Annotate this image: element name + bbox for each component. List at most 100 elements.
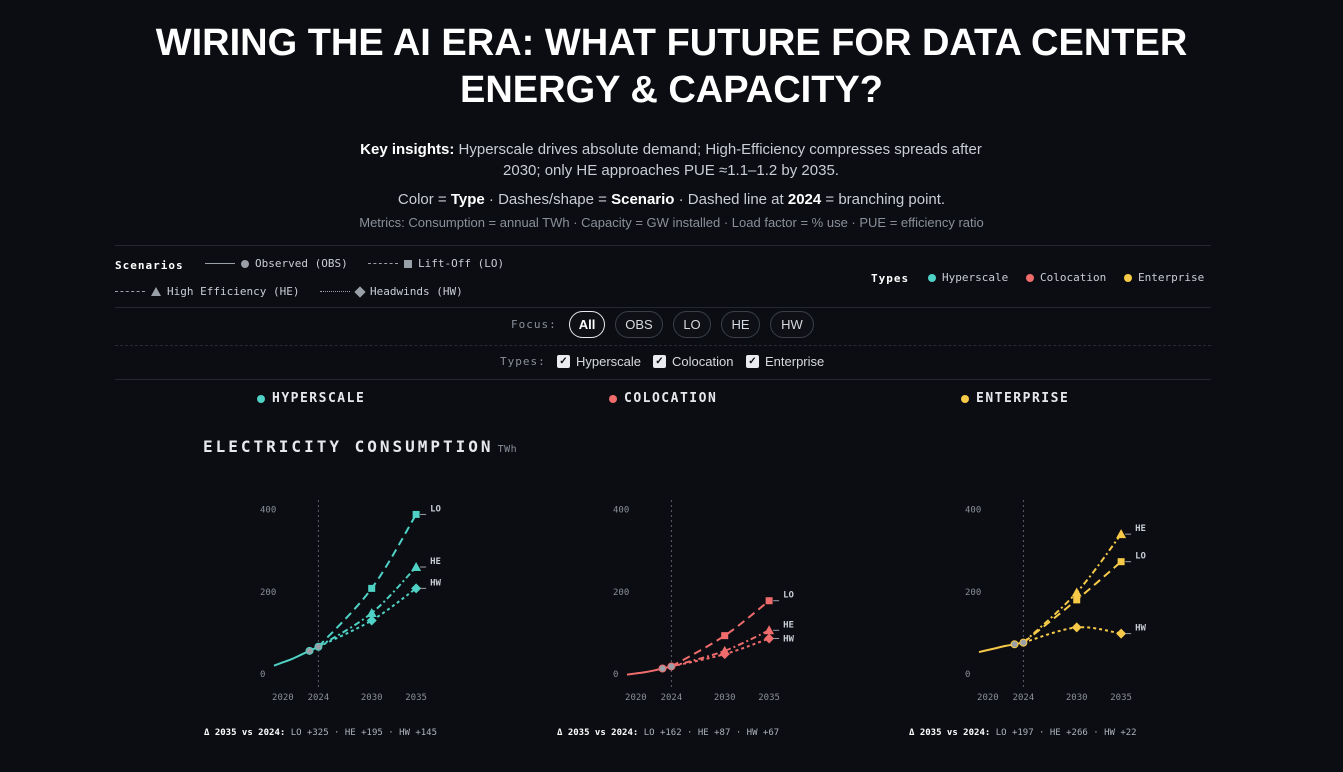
checkmark-icon: ✓ <box>746 355 759 368</box>
observed-point <box>1010 640 1019 649</box>
legend-label: Headwinds (HW) <box>370 285 463 298</box>
metrics-note: Metrics: Consumption = annual TWh · Capa… <box>359 215 984 230</box>
delta-enterprise: Δ 2035 vs 2024: LO +197 · HE +266 · HW +… <box>909 728 1137 738</box>
legend-label: Observed (OBS) <box>255 257 348 270</box>
series-end-label: HW <box>1135 624 1146 634</box>
checkbox-label: Enterprise <box>765 354 825 369</box>
data-point-he <box>1116 529 1127 539</box>
series-line-he <box>671 629 770 668</box>
dashed-line-icon <box>368 263 398 264</box>
checkbox-hyperscale[interactable]: ✓ Hyperscale <box>557 354 641 369</box>
key-insights: Key insights: Hyperscale drives absolute… <box>321 139 1021 181</box>
encoding-bold: 2024 <box>787 191 822 208</box>
y-tick-label: 0 <box>965 670 970 680</box>
hyperscale-dot-icon <box>257 394 265 403</box>
circle-marker-icon <box>241 259 249 268</box>
chart-colocation: 0 200 400 2020 2024 2030 2035 LO HE HW <box>613 500 795 703</box>
legend-type-enterprise[interactable]: Enterprise <box>1124 271 1204 284</box>
delta-label: Δ 2035 vs 2024: <box>557 728 639 738</box>
focus-pill-hw[interactable]: HW <box>770 311 814 338</box>
types-filter-label: Types: <box>500 355 546 368</box>
diamond-marker-icon <box>354 285 366 298</box>
observed-point <box>1019 638 1028 647</box>
series-line-he <box>1022 533 1122 644</box>
colocation-dot-icon <box>609 394 617 403</box>
series-end-label: HE <box>783 620 794 630</box>
encoding-bold: Scenario <box>611 191 675 208</box>
legend-lift-off[interactable]: Lift-Off (LO) <box>368 257 504 270</box>
x-tick-label: 2035 <box>1110 693 1132 703</box>
observed-point <box>314 642 323 651</box>
focus-pill-he[interactable]: HE <box>721 311 760 338</box>
series-end-label: HW <box>783 634 794 644</box>
hyperscale-dot-icon <box>928 273 936 282</box>
data-point-lo <box>765 597 773 605</box>
page-title: WIRING THE AI ERA: WHAT FUTURE FOR DATA … <box>0 20 1343 114</box>
y-tick-label: 0 <box>260 670 265 680</box>
x-tick-label: 2020 <box>625 693 647 703</box>
y-tick-label: 400 <box>260 506 276 516</box>
delta-text: LO +197 · HE +266 · HW +22 <box>995 728 1137 738</box>
series-end-label: LO <box>783 591 794 601</box>
focus-pill-all[interactable]: All <box>569 311 605 338</box>
insights-text-2: 2030; only HE approaches PUE ≈1.1–1.2 by… <box>503 162 839 179</box>
x-tick-label: 2030 <box>361 693 383 703</box>
series-end-label: HW <box>430 578 441 588</box>
data-point-hw <box>719 649 730 660</box>
delta-label: Δ 2035 vs 2024: <box>909 728 991 738</box>
y-tick-label: 400 <box>613 506 629 516</box>
y-tick-label: 0 <box>613 670 618 680</box>
focus-label: Focus: <box>511 318 557 331</box>
data-point-lo <box>721 632 729 640</box>
data-point-hw <box>1116 628 1127 639</box>
legend-type-colocation[interactable]: Colocation <box>1026 271 1106 284</box>
dashed-line-icon <box>115 291 145 292</box>
data-point-he <box>411 562 422 572</box>
legend-headwinds[interactable]: Headwinds (HW) <box>320 285 463 298</box>
legend-type-hyperscale[interactable]: Hyperscale <box>928 271 1008 284</box>
divider <box>115 345 1211 346</box>
x-tick-label: 2024 <box>1013 693 1035 703</box>
section-title: ELECTRICITY CONSUMPTION TWh <box>203 437 517 456</box>
title-line-2: ENERGY & CAPACITY? <box>460 69 883 111</box>
delta-label: Δ 2035 vs 2024: <box>204 728 286 738</box>
panel-title-text: HYPERSCALE <box>272 391 366 406</box>
enterprise-dot-icon <box>961 394 969 403</box>
divider <box>115 307 1211 308</box>
data-point-lo <box>1117 558 1125 566</box>
panel-title-enterprise: ENTERPRISE <box>961 391 1069 406</box>
y-tick-label: 200 <box>965 588 981 598</box>
series-line-he <box>317 566 417 648</box>
checkbox-enterprise[interactable]: ✓ Enterprise <box>746 354 824 369</box>
x-tick-label: 2024 <box>661 693 683 703</box>
legend-label: Enterprise <box>1138 271 1205 284</box>
delta-hyperscale: Δ 2035 vs 2024: LO +325 · HE +195 · HW +… <box>204 728 437 738</box>
checkmark-icon: ✓ <box>653 355 666 368</box>
panel-title-hyperscale: HYPERSCALE <box>257 391 365 406</box>
focus-pill-lo[interactable]: LO <box>673 311 711 338</box>
insights-text-1: Hyperscale drives absolute demand; High-… <box>458 141 982 158</box>
legend-high-efficiency[interactable]: High Efficiency (HE) <box>115 285 299 298</box>
legend-label: High Efficiency (HE) <box>167 285 300 298</box>
data-point-he <box>366 608 377 618</box>
y-tick-label: 200 <box>260 588 276 598</box>
types-legend-title: Types <box>871 272 910 285</box>
focus-pill-obs[interactable]: OBS <box>615 311 663 338</box>
legend-observed[interactable]: Observed (OBS) <box>205 257 348 270</box>
data-point-hw <box>411 583 422 594</box>
section-unit: TWh <box>497 444 518 455</box>
data-point-hw <box>764 633 775 644</box>
y-tick-label: 200 <box>613 588 629 598</box>
x-tick-label: 2030 <box>714 693 736 703</box>
data-point-he <box>1071 587 1082 597</box>
section-title-text: ELECTRICITY CONSUMPTION <box>203 437 494 456</box>
series-line-lo <box>670 599 770 668</box>
checkbox-label: Hyperscale <box>576 354 642 369</box>
enterprise-dot-icon <box>1124 273 1132 282</box>
series-end-label: HE <box>430 557 441 567</box>
checkbox-colocation[interactable]: ✓ Colocation <box>653 354 733 369</box>
encoding-part: · Dashes/shape = <box>484 191 612 208</box>
triangle-marker-icon <box>151 287 161 296</box>
x-tick-label: 2024 <box>308 693 330 703</box>
x-tick-label: 2030 <box>1066 693 1088 703</box>
